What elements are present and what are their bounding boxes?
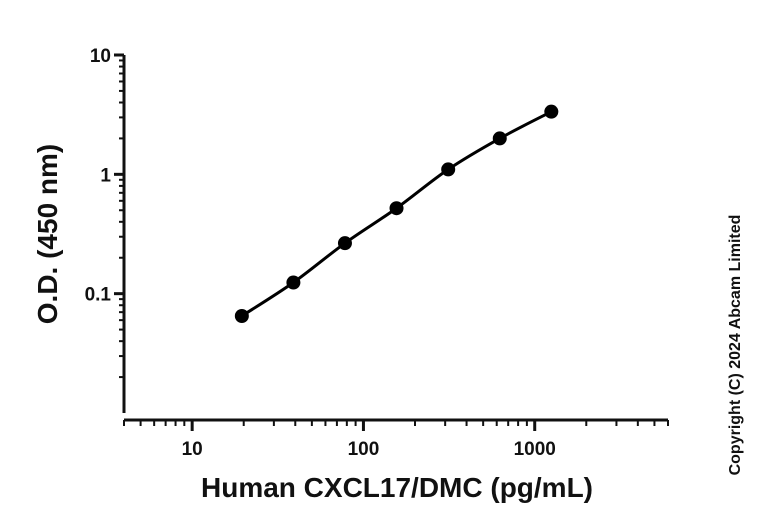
y-tick-label: 0.1: [85, 285, 112, 306]
copyright-text: Copyright (C) 2024 Abcam Limited: [727, 215, 744, 476]
x-tick-label: 10: [182, 439, 203, 460]
data-point: [492, 131, 507, 146]
data-point: [441, 162, 456, 177]
x-tick-label: 100: [348, 439, 380, 460]
y-axis: 0.1 1 10: [85, 46, 126, 413]
y-tick-label: 1: [100, 165, 111, 186]
data-point: [286, 275, 301, 290]
plot-area: [234, 104, 559, 323]
y-tick-label: 10: [90, 46, 111, 67]
data-point: [234, 308, 249, 323]
x-axis-title: Human CXCL17/DMC (pg/mL): [201, 472, 593, 503]
y-axis-title: O.D. (450 nm): [32, 144, 63, 324]
x-axis: 10 100 1000: [123, 418, 669, 460]
x-tick-label: 1000: [514, 439, 556, 460]
data-point: [337, 236, 352, 251]
data-point: [389, 201, 404, 216]
data-point: [544, 104, 559, 119]
